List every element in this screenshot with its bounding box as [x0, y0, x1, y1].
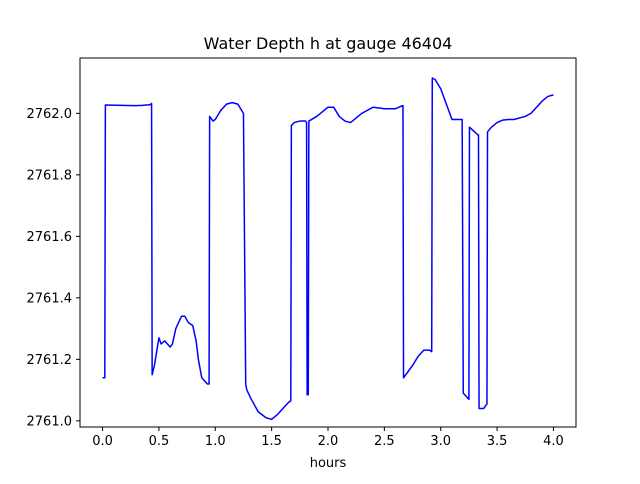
y-tick-label: 2761.0 [27, 414, 73, 429]
x-tick-label: 1.5 [261, 434, 282, 449]
x-tick-label: 0.0 [92, 434, 113, 449]
x-axis-label: hours [310, 456, 347, 471]
x-tick-label: 1.0 [205, 434, 226, 449]
x-tick-label: 3.0 [430, 434, 451, 449]
chart-title: Water Depth h at gauge 46404 [204, 34, 453, 53]
y-tick-label: 2761.2 [27, 353, 73, 368]
series-line [102, 77, 554, 421]
y-tick-label: 2761.4 [27, 291, 73, 306]
y-tick-label: 2762.0 [27, 107, 73, 122]
x-tick-label: 4.0 [543, 434, 564, 449]
x-axis-ticks: 0.0 0.5 1.0 1.5 2.0 2.5 3.0 3.5 4.0 [92, 427, 564, 449]
y-tick-label: 2761.8 [27, 168, 73, 183]
x-tick-label: 2.5 [374, 434, 395, 449]
x-tick-label: 2.0 [318, 434, 339, 449]
x-tick-label: 3.5 [487, 434, 508, 449]
y-axis-ticks: 2761.0 2761.2 2761.4 2761.6 2761.8 2762.0 [27, 107, 80, 429]
x-tick-label: 0.5 [149, 434, 170, 449]
y-tick-label: 2761.6 [27, 230, 73, 245]
plot-frame [79, 57, 577, 428]
